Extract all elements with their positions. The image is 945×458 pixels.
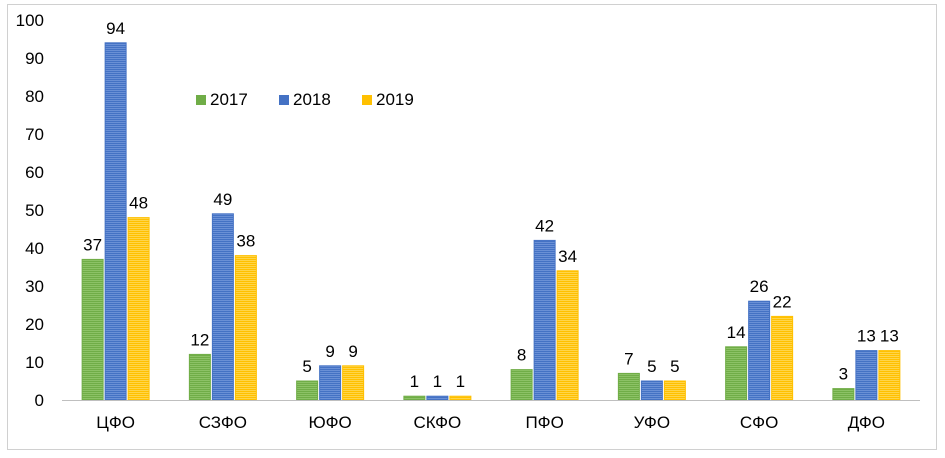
bar-2017-0 [81, 258, 104, 401]
legend-swatch-2018 [279, 95, 289, 105]
y-tick-label: 10 [25, 353, 44, 372]
bar-2017-5 [617, 372, 640, 401]
value-label-2017-6: 14 [727, 323, 746, 342]
value-label-2018-6: 26 [750, 277, 769, 296]
bar-2017-3 [403, 395, 426, 401]
legend: 2017 2018 2019 [196, 90, 414, 109]
bar-2019-0 [127, 217, 150, 401]
bar-2017-2 [296, 380, 319, 401]
bar-2018-6 [748, 300, 771, 401]
value-label-2018-5: 5 [647, 357, 656, 376]
y-tick-label: 80 [25, 87, 44, 106]
value-label-2017-0: 37 [83, 235, 102, 254]
value-label-2018-3: 1 [433, 372, 442, 391]
x-tick-label: СЗФО [199, 413, 247, 432]
y-tick-label: 70 [25, 125, 44, 144]
bar-2017-6 [725, 346, 748, 401]
bar-2019-3 [449, 395, 472, 401]
legend-label-2017: 2017 [210, 90, 248, 109]
x-tick-label: УФО [634, 413, 670, 432]
y-tick-label: 60 [25, 163, 44, 182]
value-label-2019-4: 34 [558, 247, 577, 266]
value-label-2019-2: 9 [348, 342, 357, 361]
value-label-2019-1: 38 [236, 232, 255, 251]
bar-2019-7 [878, 350, 901, 401]
bar-2018-5 [640, 380, 663, 401]
value-label-2019-0: 48 [129, 194, 148, 213]
value-label-2018-7: 13 [857, 327, 876, 346]
y-tick-label: 40 [25, 239, 44, 258]
x-tick-label: СФО [740, 413, 778, 432]
bar-2019-4 [556, 270, 579, 401]
bar-2017-4 [510, 369, 533, 401]
value-label-2019-3: 1 [456, 372, 465, 391]
value-label-2017-3: 1 [410, 372, 419, 391]
value-label-2018-0: 94 [106, 19, 125, 38]
bar-2018-0 [104, 42, 127, 401]
bar-2018-3 [426, 395, 449, 401]
x-tick-label: ПФО [525, 413, 563, 432]
value-label-2017-1: 12 [190, 330, 209, 349]
value-label-2019-7: 13 [880, 327, 899, 346]
bar-2019-2 [342, 365, 365, 401]
y-tick-label: 90 [25, 49, 44, 68]
bar-2019-5 [663, 380, 686, 401]
x-tick-label: ДФО [848, 413, 885, 432]
y-tick-label: 0 [35, 391, 44, 410]
x-tick-label: ЮФО [308, 413, 351, 432]
legend-swatch-2017 [196, 95, 206, 105]
y-tick-label: 30 [25, 277, 44, 296]
x-axis: ЦФО СЗФО ЮФО СКФО ПФО УФО СФО ДФО [96, 413, 885, 432]
value-label-2017-4: 8 [517, 346, 526, 365]
value-label-2019-6: 22 [773, 292, 792, 311]
bar-2017-1 [188, 353, 211, 401]
value-label-2017-7: 3 [839, 365, 848, 384]
bar-2017-7 [832, 388, 855, 401]
bar-2019-6 [771, 315, 794, 401]
bar-2018-1 [211, 213, 234, 401]
bar-2019-1 [234, 255, 257, 401]
bar-2018-4 [533, 239, 556, 401]
legend-label-2018: 2018 [293, 90, 331, 109]
legend-label-2019: 2019 [376, 90, 414, 109]
legend-swatch-2019 [362, 95, 372, 105]
x-tick-label: ЦФО [96, 413, 135, 432]
chart-frame [7, 4, 937, 450]
value-label-2019-5: 5 [670, 357, 679, 376]
bar-2018-2 [319, 365, 342, 401]
bar-2018-7 [855, 350, 878, 401]
value-label-2017-2: 5 [302, 357, 311, 376]
value-label-2017-5: 7 [624, 349, 633, 368]
value-label-2018-4: 42 [535, 216, 554, 235]
value-label-2018-2: 9 [325, 342, 334, 361]
x-tick-label: СКФО [414, 413, 462, 432]
value-label-2018-1: 49 [213, 190, 232, 209]
bars [81, 42, 901, 401]
y-axis: 0 10 20 30 40 50 60 70 80 90 100 [16, 11, 44, 410]
y-tick-label: 20 [25, 315, 44, 334]
y-tick-label: 50 [25, 201, 44, 220]
y-tick-label: 100 [16, 11, 44, 30]
